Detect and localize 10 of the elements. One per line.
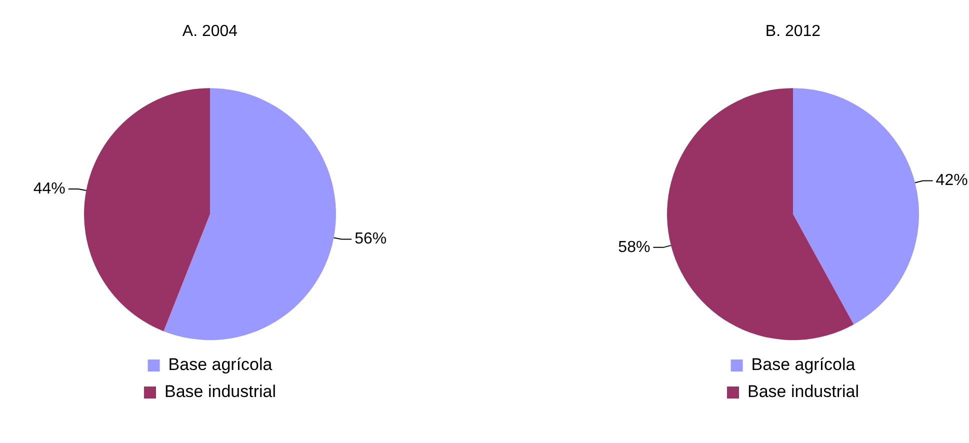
legend-label: Base agrícola	[168, 355, 273, 374]
chart-title: A. 2004	[182, 23, 238, 40]
data-label: 42%	[936, 172, 968, 190]
chart-title: B. 2012	[765, 23, 821, 40]
legend-label: Base agrícola	[751, 355, 856, 374]
data-label: 58%	[618, 238, 650, 256]
data-label: 56%	[354, 230, 387, 248]
data-label: 44%	[33, 180, 66, 198]
legend-label: Base industrial	[164, 382, 276, 402]
legend-label: Base industrial	[748, 382, 860, 402]
